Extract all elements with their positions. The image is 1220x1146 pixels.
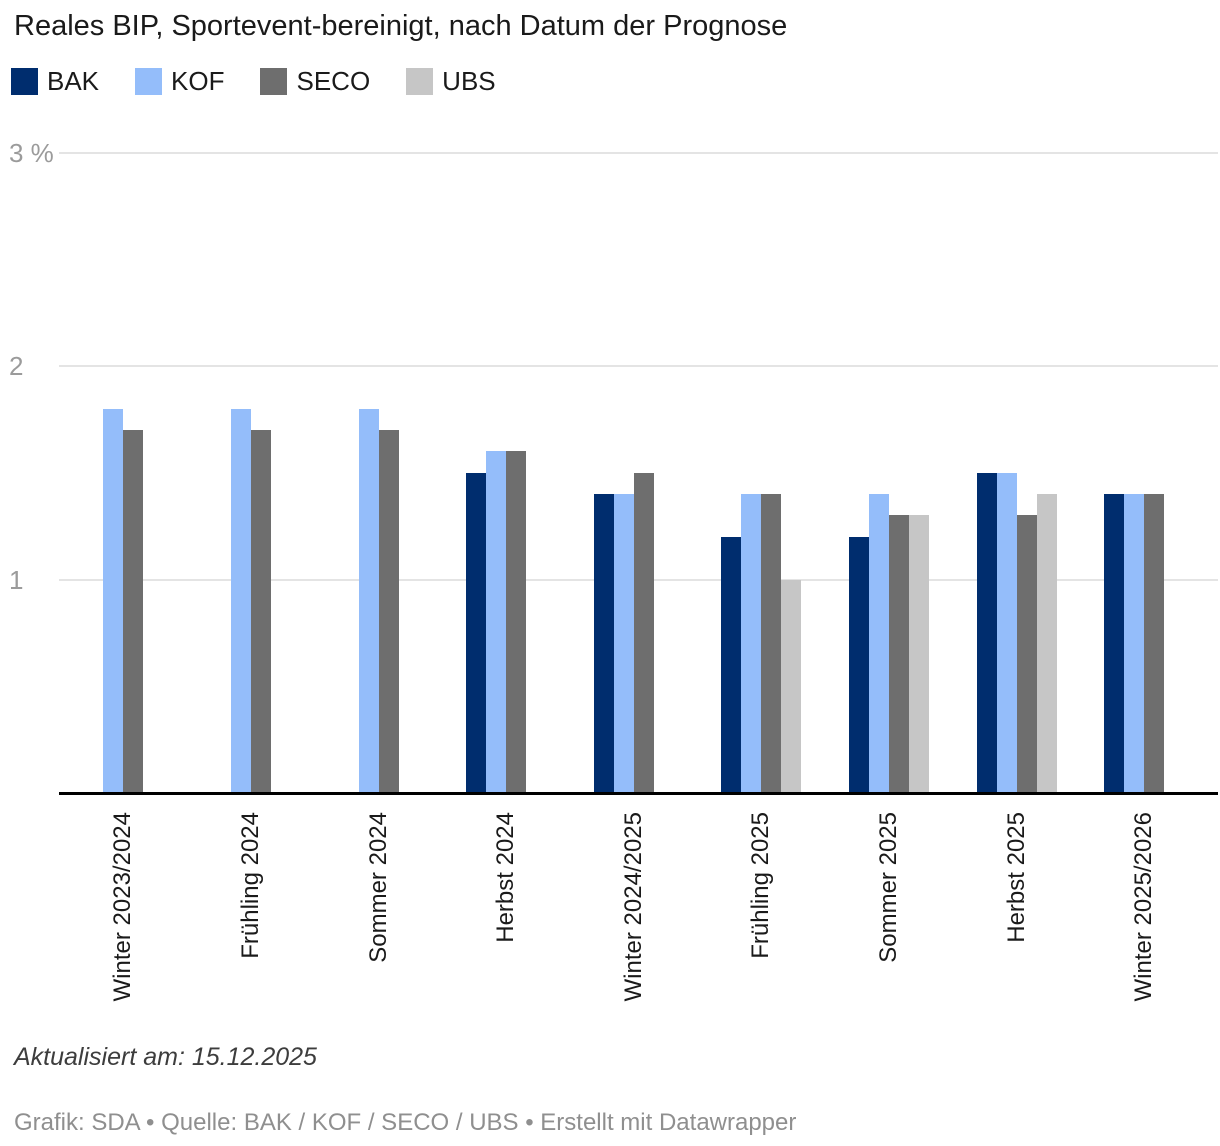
updated-note: Aktualisiert am: 15.12.2025 [14,1043,317,1071]
bar-seco-fr-hling-2024 [250,430,271,793]
gridline-3 [59,151,1218,154]
legend-label-ubs: UBS [442,66,496,96]
legend-label-kof: KOF [171,66,225,96]
legend-swatch-seco [260,68,288,95]
x-axis-tick-label-fr-hling-2024: Frühling 2024 [236,812,264,959]
bar-seco-herbst-2024 [506,451,527,793]
bar-seco-winter-2025-2026 [1144,494,1165,793]
bar-seco-winter-2024-2025 [633,472,654,793]
x-axis-tick-label-winter-2023-2024: Winter 2023/2024 [109,812,137,1002]
legend-item-ubs: UBS [406,66,496,97]
x-axis-line [59,792,1218,795]
bar-ubs-sommer-2025 [908,515,929,793]
bar-bak-fr-hling-2025 [721,536,742,793]
gridline-2 [59,365,1218,367]
legend-item-kof: KOF [135,66,224,97]
bar-seco-winter-2023-2024 [123,430,144,793]
credit-line: Grafik: SDA • Quelle: BAK / KOF / SECO /… [14,1109,797,1136]
legend-item-seco: SECO [260,66,370,97]
bar-bak-winter-2025-2026 [1104,494,1125,793]
bar-kof-herbst-2025 [996,472,1017,793]
bar-ubs-herbst-2025 [1036,494,1057,793]
x-axis-tick-label-sommer-2024: Sommer 2024 [364,812,392,963]
bar-seco-sommer-2025 [888,515,909,793]
bar-kof-fr-hling-2024 [230,408,251,793]
bar-kof-herbst-2024 [486,451,507,793]
legend-label-bak: BAK [47,66,100,96]
legend: BAK KOF SECO UBS [11,66,532,97]
x-axis-tick-label-winter-2025-2026: Winter 2025/2026 [1130,812,1158,1002]
legend-swatch-bak [11,68,38,95]
legend-item-bak: BAK [11,66,99,97]
x-axis-tick-label-winter-2024-2025: Winter 2024/2025 [619,812,647,1002]
legend-label-seco: SECO [296,66,371,96]
bar-kof-sommer-2024 [358,408,379,793]
bar-seco-herbst-2025 [1016,515,1037,793]
bar-bak-herbst-2025 [976,472,997,793]
x-axis-tick-label-herbst-2024: Herbst 2024 [492,812,520,943]
bar-kof-fr-hling-2025 [741,494,762,793]
bar-bak-winter-2024-2025 [593,494,614,793]
bar-bak-herbst-2024 [466,472,487,793]
y-axis-tick-label-3: 3 % [9,137,54,168]
bar-seco-sommer-2024 [378,430,399,793]
chart-title: Reales BIP, Sportevent-bereinigt, nach D… [14,10,788,42]
x-axis-tick-label-sommer-2025: Sommer 2025 [874,812,902,963]
bar-kof-winter-2023-2024 [103,408,124,793]
bar-kof-winter-2025-2026 [1124,494,1145,793]
bar-bak-sommer-2025 [848,536,869,793]
x-axis-tick-label-fr-hling-2025: Frühling 2025 [747,812,775,959]
y-axis-tick-label-1: 1 [9,564,24,595]
legend-swatch-ubs [406,68,434,95]
y-axis-tick-label-2: 2 [9,351,24,381]
bar-kof-winter-2024-2025 [613,494,634,793]
x-axis-tick-label-herbst-2025: Herbst 2025 [1002,812,1030,943]
bar-kof-sommer-2025 [868,494,889,793]
legend-swatch-kof [135,68,163,95]
bar-ubs-fr-hling-2025 [781,579,802,793]
bar-seco-fr-hling-2025 [761,494,782,793]
